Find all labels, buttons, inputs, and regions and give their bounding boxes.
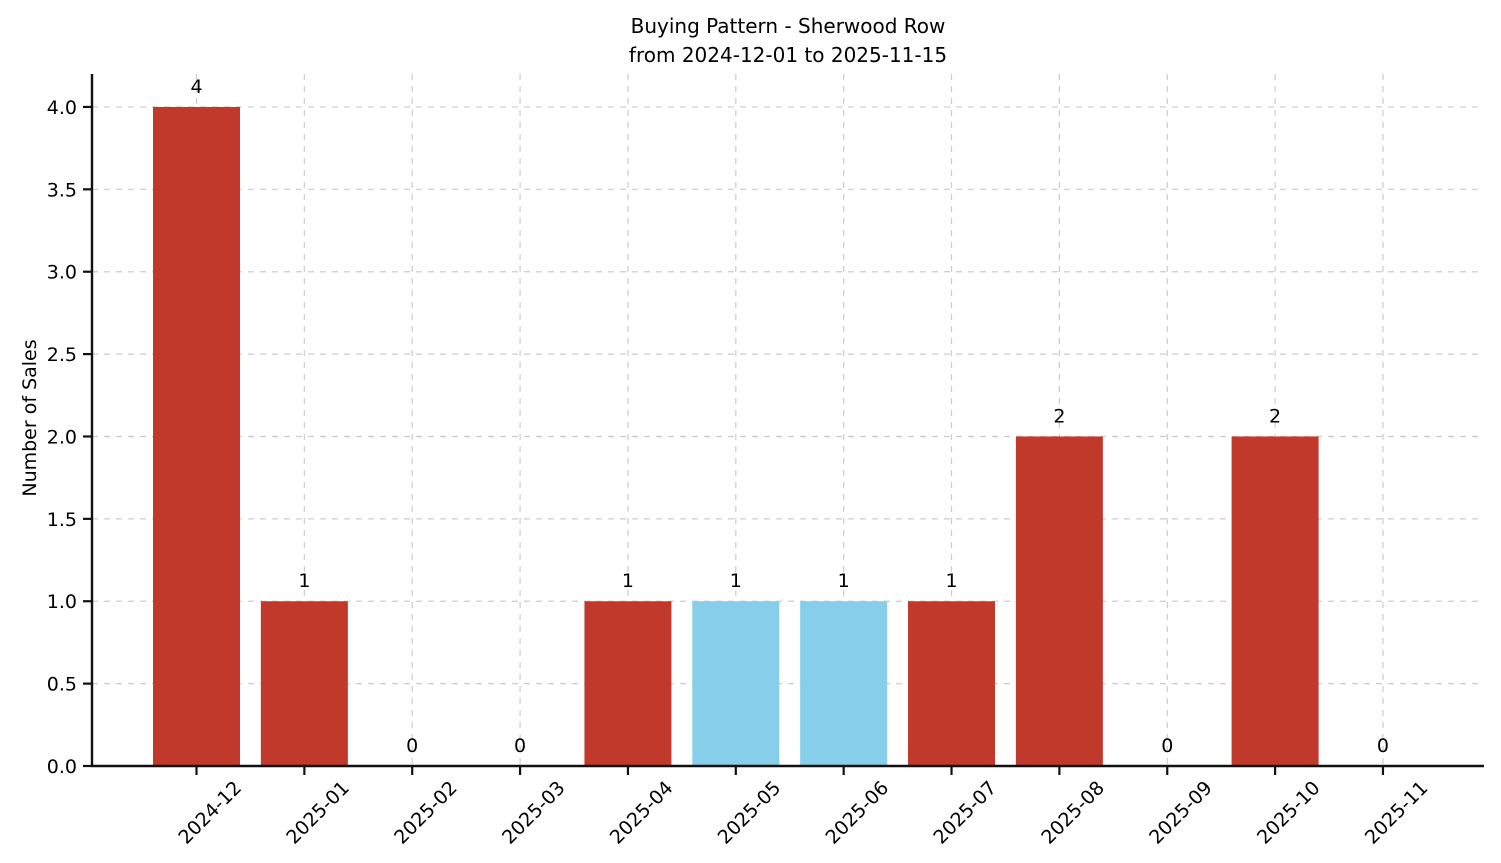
- bar-value-label: 1: [622, 570, 634, 592]
- y-tick-label: 1.5: [47, 509, 77, 531]
- chart-subtitle: from 2024-12-01 to 2025-11-15: [628, 43, 948, 67]
- bar-value-label: 4: [190, 76, 202, 98]
- x-tick-label: 2025-11: [1361, 777, 1433, 849]
- bar-2025-10: [1231, 436, 1319, 766]
- x-tick-label: 2025-03: [498, 777, 570, 849]
- bar-value-label: 0: [1377, 735, 1389, 757]
- bar-2025-05: [692, 601, 780, 766]
- bar-2025-08: [1015, 436, 1103, 766]
- y-tick-label: 0.0: [47, 756, 77, 778]
- y-tick-label: 3.5: [47, 179, 77, 201]
- x-tick-label: 2025-09: [1145, 777, 1217, 849]
- x-tick-label: 2025-01: [282, 777, 354, 849]
- x-tick-label: 2025-04: [606, 777, 678, 849]
- bar-2025-06: [800, 601, 888, 766]
- bar-value-label: 1: [838, 570, 850, 592]
- bar-value-label: 2: [1269, 405, 1281, 427]
- bar-2025-04: [584, 601, 672, 766]
- bar-value-label: 1: [298, 570, 310, 592]
- bar-2025-01: [260, 601, 348, 766]
- bar-value-label: 1: [730, 570, 742, 592]
- bar-value-label: 1: [945, 570, 957, 592]
- chart-title: Buying Pattern - Sherwood Row: [630, 14, 946, 38]
- y-tick-label: 0.5: [47, 674, 77, 696]
- y-tick-label: 1.0: [47, 591, 77, 613]
- x-tick-label: 2025-07: [929, 777, 1001, 849]
- x-tick-label: 2025-06: [822, 777, 894, 849]
- y-tick-label: 4.0: [47, 97, 77, 119]
- x-tick-label: 2025-05: [714, 777, 786, 849]
- y-tick-label: 2.5: [47, 344, 77, 366]
- y-tick-label: 3.0: [47, 262, 77, 284]
- y-tick-label: 2.0: [47, 426, 77, 448]
- x-tick-label: 2024-12: [174, 777, 246, 849]
- bar-value-label: 2: [1053, 405, 1065, 427]
- x-tick-label: 2025-08: [1037, 777, 1109, 849]
- bar-2024-12: [153, 106, 240, 766]
- chart-title-block: Buying Pattern - Sherwood Row from 2024-…: [92, 12, 1484, 70]
- bar-value-label: 0: [1161, 735, 1173, 757]
- x-tick-label: 2025-10: [1253, 777, 1325, 849]
- bar-value-label: 0: [406, 735, 418, 757]
- bar-value-label: 0: [514, 735, 526, 757]
- x-tick-label: 2025-02: [390, 777, 462, 849]
- bar-2025-07: [908, 601, 996, 766]
